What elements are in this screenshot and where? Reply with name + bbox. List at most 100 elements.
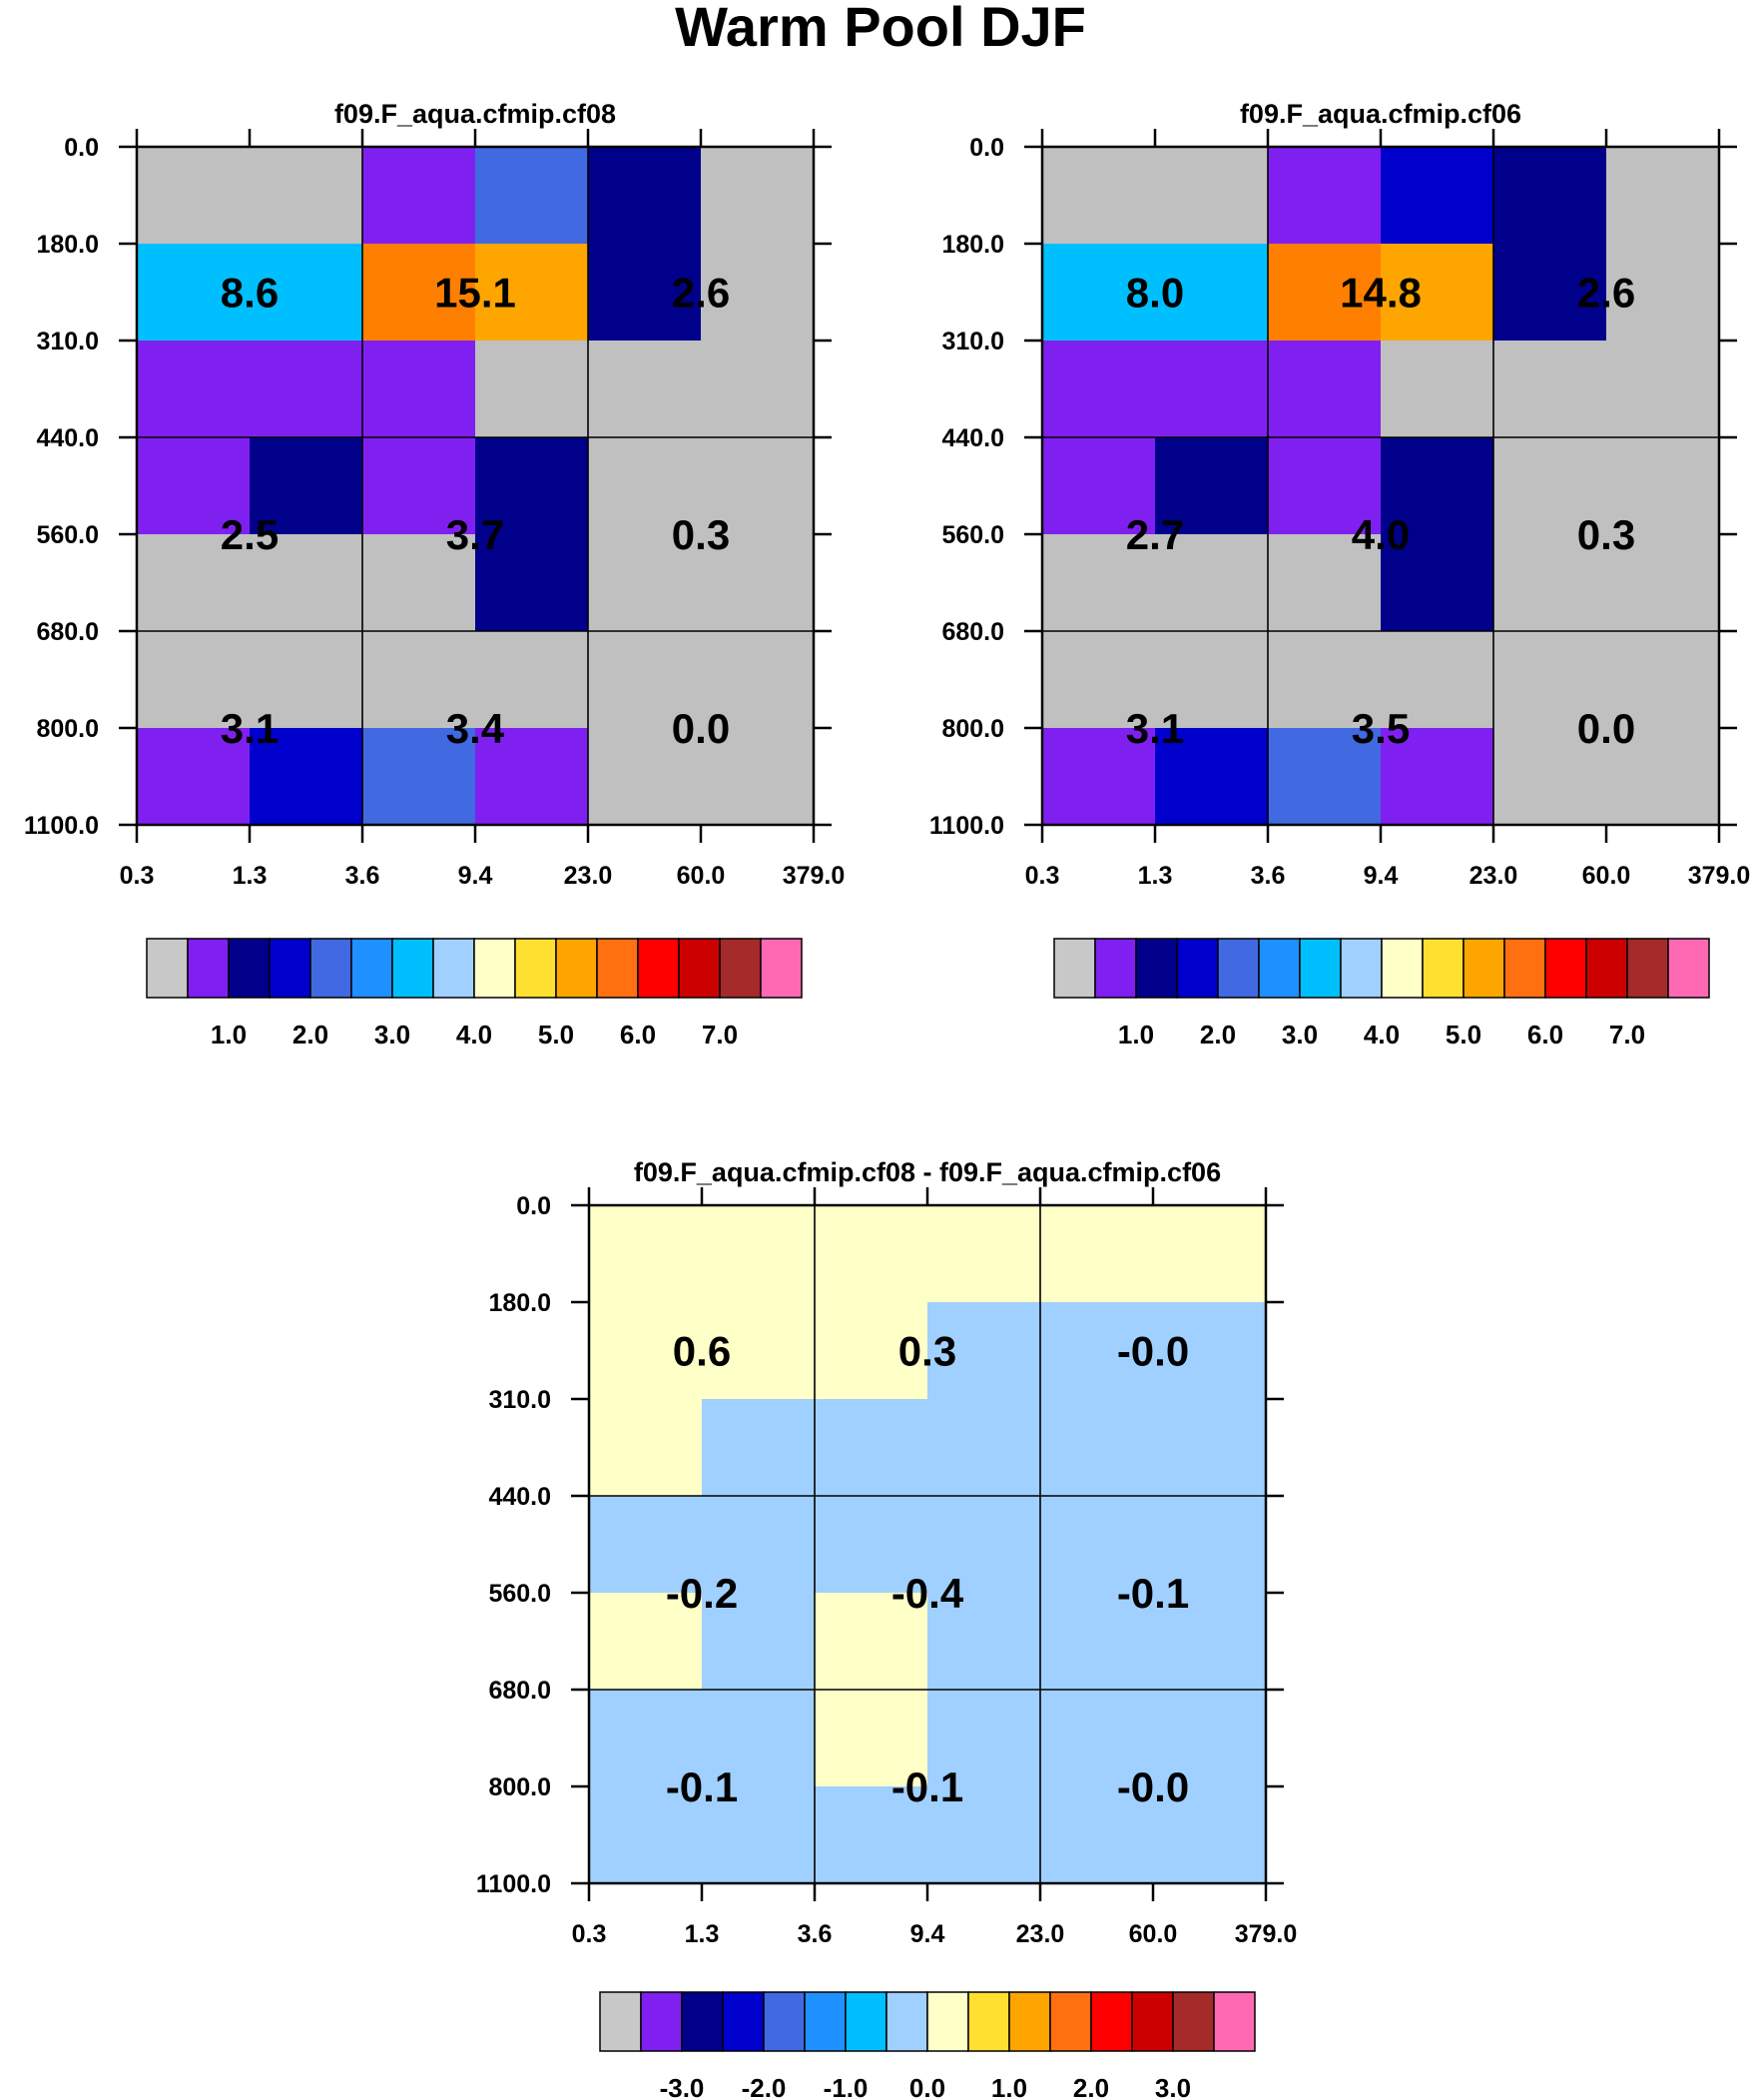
heatmap-cell	[815, 1690, 928, 1787]
heatmap-cell	[1155, 437, 1269, 535]
colorbar-swatch	[1503, 938, 1546, 999]
colorbar-swatch	[187, 938, 230, 999]
y-tick-label: 1100.0	[476, 1870, 551, 1898]
colorbar-swatch	[1090, 1991, 1133, 2052]
heatmap-cell	[362, 147, 476, 245]
heatmap-cell	[137, 147, 251, 245]
heatmap-cell	[702, 1786, 816, 1884]
heatmap-cell	[1153, 1690, 1267, 1787]
heatmap-cell	[815, 1205, 928, 1303]
heatmap-cell	[1381, 147, 1494, 245]
colorbar-swatch	[514, 938, 557, 999]
colorbar-label: 6.0	[620, 1020, 656, 1050]
heatmap-cell	[250, 147, 363, 245]
heatmap-cell	[1040, 1205, 1154, 1303]
x-tick-label: 9.4	[910, 1920, 945, 1948]
panel-title: f09.F_aqua.cfmip.cf08	[334, 99, 616, 129]
heatmap-cell	[1042, 728, 1156, 826]
y-tick-label: 310.0	[488, 1386, 551, 1414]
heatmap-cell	[1042, 244, 1156, 342]
colorbar-label: 5.0	[538, 1020, 574, 1050]
heatmap-cell	[1606, 534, 1720, 632]
cell-value-label: 0.3	[898, 1328, 956, 1375]
colorbar-swatch	[1626, 938, 1669, 999]
heatmap-cell	[1153, 1593, 1267, 1691]
colorbar-swatch	[640, 1991, 683, 2052]
heatmap-cell	[1042, 341, 1156, 438]
cell-value-label: 2.5	[221, 511, 279, 558]
heatmap-cell	[815, 1399, 928, 1497]
colorbar-swatch	[1381, 938, 1424, 999]
colorbar-swatch	[681, 1991, 724, 2052]
colorbar-swatch	[719, 938, 762, 999]
cell-value-label: -0.1	[891, 1763, 963, 1810]
colorbar-label: 4.0	[1364, 1020, 1400, 1050]
cell-value-label: 0.3	[1577, 511, 1635, 558]
heatmap-cell	[702, 1496, 816, 1594]
heatmap-cell	[1153, 1399, 1267, 1497]
heatmap-cell	[137, 728, 251, 826]
x-tick-label: 60.0	[677, 862, 726, 890]
heatmap-cell	[588, 244, 702, 342]
colorbar-label: 4.0	[456, 1020, 492, 1050]
heatmap-cell	[475, 244, 589, 342]
heatmap-cell	[1040, 1690, 1154, 1787]
colorbar-label: 6.0	[1527, 1020, 1563, 1050]
x-tick-label: 379.0	[1688, 862, 1751, 890]
heatmap-cell	[1606, 341, 1720, 438]
heatmap-cell	[927, 1690, 1041, 1787]
x-tick-label: 379.0	[783, 862, 846, 890]
heatmap-cell	[475, 437, 589, 535]
heatmap-cell	[137, 244, 251, 342]
heatmap-cell	[815, 1593, 928, 1691]
x-tick-label: 3.6	[798, 1920, 833, 1948]
y-tick-label: 560.0	[941, 521, 1004, 549]
cell-value-label: 2.7	[1126, 511, 1184, 558]
heatmap-cell	[589, 1593, 703, 1691]
colorbar-swatch	[845, 1991, 887, 2052]
panel-title: f09.F_aqua.cfmip.cf06	[1240, 99, 1521, 129]
y-tick-label: 440.0	[941, 424, 1004, 452]
heatmap-cell	[475, 534, 589, 632]
heatmap-cell	[589, 1399, 703, 1497]
y-tick-label: 440.0	[488, 1483, 551, 1511]
colorbar-label: 1.0	[1118, 1020, 1154, 1050]
heatmap-cell	[1493, 147, 1607, 245]
heatmap-cell	[1493, 534, 1607, 632]
colorbar-label: 5.0	[1446, 1020, 1481, 1050]
colorbar-swatch	[1053, 938, 1096, 999]
heatmap-cell	[589, 1496, 703, 1594]
colorbar-swatch	[926, 1991, 969, 2052]
heatmap-cell	[1040, 1302, 1154, 1400]
colorbar-swatch	[1008, 1991, 1051, 2052]
heatmap-cell	[589, 1205, 703, 1303]
heatmap-cell	[1381, 437, 1494, 535]
heatmap-cell	[589, 1786, 703, 1884]
heatmap-cell	[701, 147, 815, 245]
x-tick-label: 1.3	[685, 1920, 720, 1948]
x-tick-label: 3.6	[1251, 862, 1286, 890]
heatmap-cell	[1042, 534, 1156, 632]
y-tick-label: 1100.0	[929, 812, 1004, 840]
y-tick-label: 680.0	[36, 618, 99, 646]
colorbar-swatch	[804, 1991, 847, 2052]
heatmap-cell	[1493, 244, 1607, 342]
cell-value-label: -0.4	[891, 1570, 964, 1617]
heatmap-cell	[475, 728, 589, 826]
x-tick-label: 60.0	[1582, 862, 1631, 890]
colorbar-swatch	[1299, 938, 1342, 999]
x-tick-label: 60.0	[1129, 1920, 1178, 1948]
heatmap-cell	[588, 631, 702, 729]
heatmap-cell	[1268, 437, 1382, 535]
heatmap-cell	[362, 341, 476, 438]
heatmap-cell	[1040, 1786, 1154, 1884]
heatmap-cell	[362, 244, 476, 342]
colorbar-swatch	[1340, 938, 1383, 999]
y-tick-label: 310.0	[941, 328, 1004, 355]
colorbar-label: 0.0	[909, 2073, 945, 2100]
colorbar-swatch	[309, 938, 352, 999]
heatmap-cell	[1155, 534, 1269, 632]
y-tick-label: 1100.0	[24, 812, 99, 840]
x-tick-label: 0.3	[1025, 862, 1060, 890]
